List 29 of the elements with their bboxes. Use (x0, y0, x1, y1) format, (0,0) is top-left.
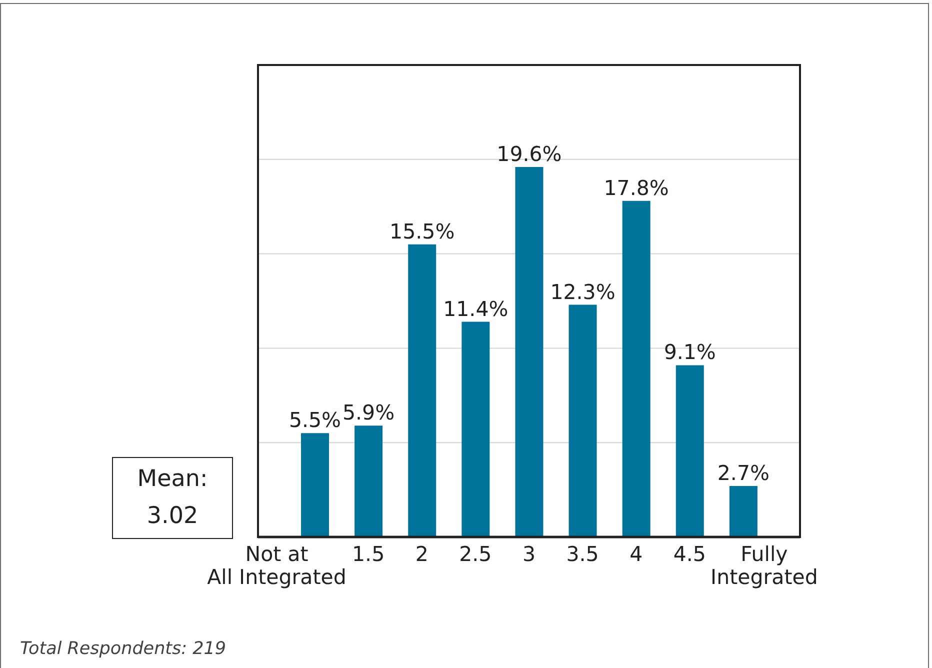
data-label: 5.5% (288, 408, 342, 432)
data-label: 15.5% (390, 219, 455, 244)
bar (729, 486, 758, 537)
data-label: 5.9% (342, 400, 395, 425)
data-label: 19.6% (496, 142, 562, 166)
bar (622, 200, 650, 537)
bar (676, 365, 704, 537)
x-tick-label: 3 (522, 542, 536, 566)
x-tick-label: Fully Integrated (710, 542, 818, 589)
x-tick-label: 3.5 (566, 542, 599, 566)
bar (568, 304, 597, 537)
x-tick-label: 2 (415, 542, 428, 566)
text: Total Respondents: 219 (20, 639, 226, 659)
bar (354, 426, 383, 537)
x-tick-label: Not at All Integrated (207, 542, 346, 589)
data-label: 12.3% (550, 280, 616, 304)
x-tick-label: 4 (630, 542, 643, 566)
bar (408, 244, 436, 537)
x-tick-label: 4.5 (673, 542, 706, 566)
x-tick-label: 1.5 (352, 542, 385, 566)
bar (515, 166, 544, 537)
x-tick-label: 2.5 (459, 542, 492, 566)
bar (301, 433, 329, 537)
text-box: Mean: 3.02 (112, 457, 233, 539)
data-label: 9.1% (664, 340, 716, 364)
bar (462, 322, 490, 537)
data-label: 17.8% (604, 176, 669, 200)
data-label: 11.4% (443, 296, 508, 321)
data-label: 2.7% (717, 461, 770, 486)
